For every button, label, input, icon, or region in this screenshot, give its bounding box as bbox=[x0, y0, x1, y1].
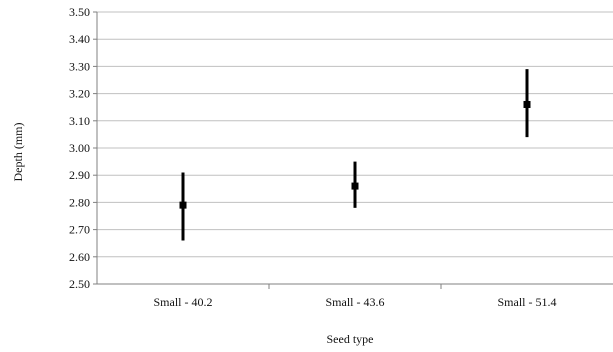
y-tick-label: 3.50 bbox=[69, 5, 90, 19]
y-tick-label: 2.50 bbox=[69, 277, 90, 291]
y-tick-labels: 2.50 2.60 2.70 2.80 2.90 3.00 3.10 3.20 3.30 3.40… bbox=[69, 5, 90, 291]
y-tick-label: 2.60 bbox=[69, 250, 90, 264]
y-tick-label: 2.80 bbox=[69, 195, 90, 209]
data-point bbox=[179, 201, 187, 209]
data-point bbox=[351, 182, 359, 190]
y-tick-label: 3.30 bbox=[69, 59, 90, 73]
y-tick-label: 3.40 bbox=[69, 32, 90, 46]
y-tick-label: 2.70 bbox=[69, 223, 90, 237]
x-tick-label: Small - 51.4 bbox=[498, 295, 557, 309]
x-tick-label: Small - 43.6 bbox=[326, 295, 385, 309]
y-tick-label: 3.20 bbox=[69, 87, 90, 101]
x-axis-title: Seed type bbox=[327, 332, 374, 346]
gridlines bbox=[97, 11, 613, 258]
y-tick-label: 2.90 bbox=[69, 168, 90, 182]
y-tick-label: 3.10 bbox=[69, 114, 90, 128]
y-tick-label: 3.00 bbox=[69, 141, 90, 155]
x-tick-labels: Small - 40.2 Small - 43.6 Small - 51.4 bbox=[154, 295, 557, 309]
x-tick-label: Small - 40.2 bbox=[154, 295, 213, 309]
axes bbox=[93, 11, 613, 289]
data-point bbox=[523, 100, 531, 108]
data-marks bbox=[179, 69, 531, 241]
y-axis-title: Depth (mm) bbox=[11, 123, 25, 182]
